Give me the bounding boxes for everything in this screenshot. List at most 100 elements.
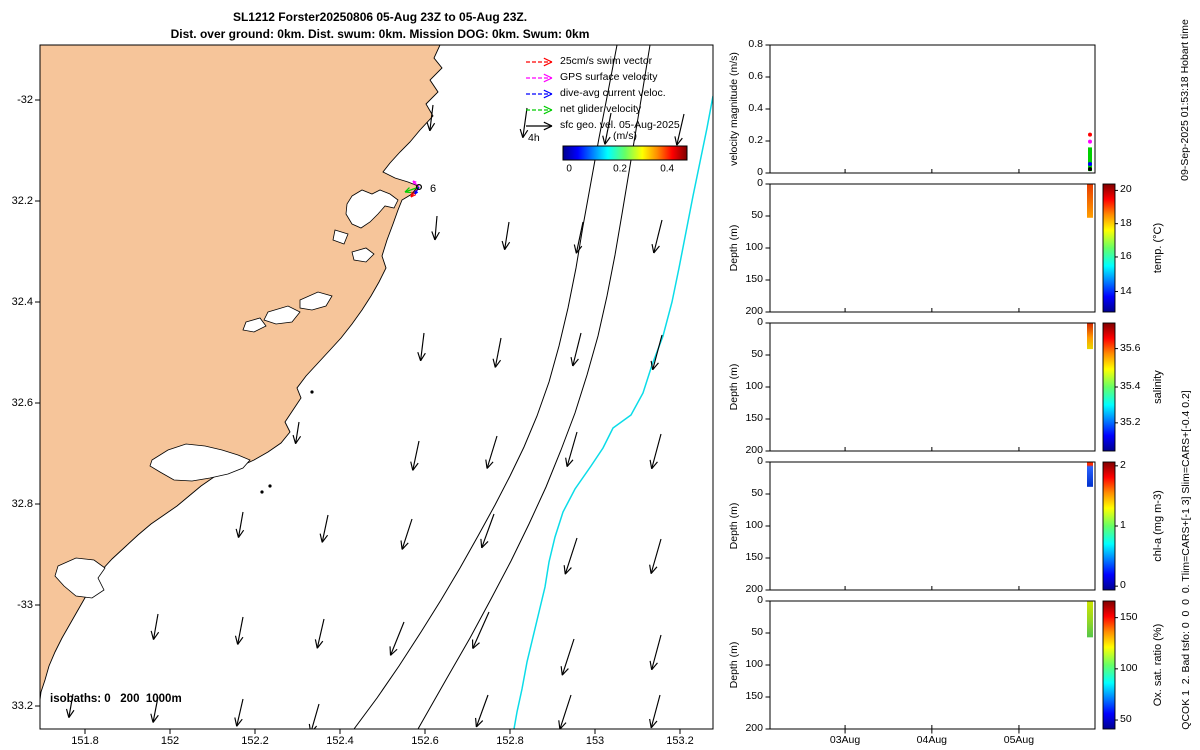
glider-position-marker bbox=[415, 183, 423, 191]
colorbar-unit-label: salinity bbox=[1151, 370, 1164, 404]
figure-subtitle: Dist. over ground: 0km. Dist. swum: 0km.… bbox=[170, 27, 590, 41]
panel-y-tick-label: 0 bbox=[757, 594, 763, 607]
vector-arrow bbox=[431, 215, 440, 241]
lake-polygon bbox=[351, 247, 375, 263]
colorbar-tick-label: 35.6 bbox=[1120, 341, 1141, 354]
velocity-data-dot bbox=[1088, 167, 1092, 172]
lake-polygon bbox=[299, 291, 333, 311]
panel-frame bbox=[769, 44, 1096, 174]
legend-item-label: sfc geo. vel. 05-Aug-2025 bbox=[560, 119, 680, 132]
legend-item-label: dive-avg current veloc. bbox=[560, 87, 666, 100]
profile-data-strip bbox=[1087, 462, 1093, 487]
island-dot bbox=[260, 490, 264, 494]
panel-y-tick-label: 0 bbox=[757, 177, 763, 190]
map-legend bbox=[526, 57, 553, 131]
vector-arrow bbox=[526, 121, 553, 131]
panel-y-tick-label: 200 bbox=[745, 305, 763, 318]
vector-arrow bbox=[292, 421, 302, 445]
timestamp-note: 09-Sep-2025 01:53:18 Hobart time bbox=[1179, 19, 1192, 181]
vector-arrow bbox=[563, 537, 578, 575]
colorbar-tick-label: 18 bbox=[1120, 216, 1132, 229]
map-area bbox=[40, 45, 713, 729]
map-y-tick-label: 32.8 bbox=[11, 497, 33, 510]
legend-duration-label: 4h bbox=[528, 132, 540, 144]
vector-arrow bbox=[649, 694, 661, 729]
lake-polygon bbox=[345, 189, 399, 229]
vector-arrow bbox=[526, 73, 553, 83]
vector-arrow bbox=[234, 616, 244, 645]
lake-polygon bbox=[242, 317, 267, 333]
vector-arrow bbox=[649, 634, 662, 671]
panel-y-tick-label: 100 bbox=[745, 519, 763, 532]
vector-arrow bbox=[526, 105, 553, 115]
legend-item-label: net glider velocity bbox=[560, 103, 642, 116]
panel-y-axis-label: velocity magnitude (m/s) bbox=[728, 52, 741, 166]
velocity-data-dot bbox=[1088, 139, 1092, 144]
colorbar-tick-label: 0 bbox=[1120, 579, 1126, 592]
panel-y-tick-label: 0.2 bbox=[748, 134, 763, 147]
vector-arrow bbox=[319, 514, 329, 543]
colorbar-tick-label: 14 bbox=[1120, 284, 1132, 297]
vector-arrow bbox=[651, 219, 663, 254]
panel-colorbar bbox=[1102, 322, 1116, 452]
panel-y-tick-label: 50 bbox=[751, 209, 763, 222]
qc-note: QCOK 1 2. Bad tsfo: 0 0 0 0. Tlim=CARS+[… bbox=[1180, 390, 1193, 730]
panel-y-tick-label: 0.6 bbox=[748, 70, 763, 83]
panel-y-tick-label: 100 bbox=[745, 658, 763, 671]
legend-item-label: GPS surface velocity bbox=[560, 71, 658, 84]
isobath-line bbox=[353, 45, 618, 729]
legend-item-label: 25cm/s swim vector bbox=[560, 55, 653, 68]
map-x-tick-label: 153.2 bbox=[666, 734, 694, 747]
map-x-tick-label: 152.8 bbox=[496, 734, 524, 747]
map-x-tick-label: 151.8 bbox=[71, 734, 99, 747]
panel-y-tick-label: 0.4 bbox=[748, 102, 763, 115]
vector-arrow bbox=[526, 89, 553, 99]
vector-arrow bbox=[426, 104, 436, 132]
vector-arrow bbox=[519, 107, 529, 139]
map-x-tick-label: 152.6 bbox=[411, 734, 439, 747]
lake-polygon bbox=[149, 443, 251, 482]
vector-arrow bbox=[573, 221, 584, 254]
panel-y-tick-label: 50 bbox=[751, 487, 763, 500]
panel-frame bbox=[769, 600, 1096, 730]
time-axis-tick-label: 04Aug bbox=[916, 734, 948, 747]
panel-y-tick-label: 150 bbox=[745, 412, 763, 425]
colorbar-unit-label: temp. (°C) bbox=[1151, 222, 1164, 274]
vector-arrow bbox=[565, 431, 578, 467]
map-frame bbox=[39, 44, 714, 730]
vector-arrow bbox=[471, 611, 490, 649]
map-velocity-colorbar bbox=[562, 145, 688, 161]
vector-arrow bbox=[485, 435, 498, 469]
colorbar-tick-label: 100 bbox=[1120, 662, 1138, 675]
colorbar-tick-label: 20 bbox=[1120, 183, 1132, 196]
map-colorbar-tick-label: 0.4 bbox=[660, 163, 675, 175]
map-y-tick-label: 33.2 bbox=[11, 699, 33, 712]
vector-arrow bbox=[414, 186, 420, 195]
colorbar-tick-label: 150 bbox=[1120, 610, 1138, 623]
figure-title: SL1212 Forster20250806 05-Aug 23Z to 05-… bbox=[232, 10, 528, 24]
profile-data-strip bbox=[1087, 601, 1093, 638]
cyan-track-line bbox=[513, 95, 713, 729]
map-colorbar-tick-label: 0.2 bbox=[613, 163, 627, 175]
current-arrows bbox=[65, 104, 685, 729]
panel-colorbar bbox=[1102, 461, 1116, 591]
map-x-tick-label: 152.4 bbox=[326, 734, 354, 747]
vector-arrow bbox=[475, 694, 489, 728]
lake-polygon bbox=[54, 557, 106, 599]
vector-arrow bbox=[417, 332, 426, 362]
panel-y-tick-label: 200 bbox=[745, 444, 763, 457]
colorbar-tick-label: 50 bbox=[1120, 713, 1132, 726]
colorbar-unit-label: Ox. sat. ratio (%) bbox=[1151, 623, 1164, 707]
land-polygon bbox=[40, 45, 443, 701]
island-dot bbox=[268, 484, 272, 488]
vector-arrow bbox=[412, 180, 420, 188]
vector-arrow bbox=[501, 221, 511, 250]
vector-arrow bbox=[526, 57, 553, 67]
vector-arrow bbox=[150, 613, 160, 640]
colorbar-tick-label: 1 bbox=[1120, 519, 1126, 532]
vector-arrow bbox=[674, 113, 685, 146]
panel-y-axis-label: Depth (m) bbox=[728, 502, 741, 550]
map-y-tick-label: 32.2 bbox=[11, 194, 33, 207]
vector-arrow bbox=[480, 513, 495, 549]
